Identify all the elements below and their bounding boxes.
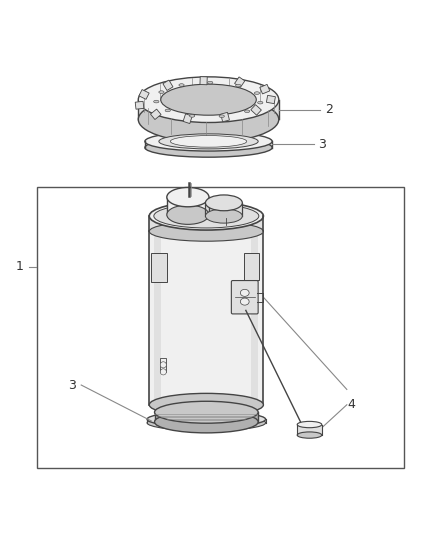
Bar [135, 101, 144, 109]
Ellipse shape [147, 415, 265, 431]
Ellipse shape [297, 432, 321, 438]
Bar [37, 188, 403, 469]
Ellipse shape [205, 209, 242, 223]
Ellipse shape [159, 91, 164, 93]
Ellipse shape [147, 411, 265, 427]
Ellipse shape [240, 298, 249, 305]
Bar [205, 203, 242, 216]
Ellipse shape [244, 110, 249, 112]
Ellipse shape [254, 92, 259, 94]
Bar [243, 253, 258, 280]
Ellipse shape [165, 109, 170, 112]
Bar [234, 77, 244, 87]
Bar [183, 114, 192, 124]
Ellipse shape [154, 411, 258, 433]
Ellipse shape [219, 115, 224, 117]
Ellipse shape [179, 84, 184, 86]
Ellipse shape [160, 362, 166, 368]
Text: 3: 3 [318, 138, 325, 151]
Ellipse shape [240, 289, 249, 296]
Ellipse shape [153, 204, 258, 228]
Ellipse shape [297, 422, 321, 427]
Text: 1: 1 [16, 260, 24, 273]
Bar [150, 109, 161, 119]
Ellipse shape [166, 205, 208, 224]
Bar [251, 231, 258, 405]
Bar [250, 104, 261, 115]
Bar [139, 90, 149, 99]
Text: 2: 2 [324, 103, 332, 116]
Bar [220, 112, 229, 122]
Ellipse shape [138, 77, 278, 123]
Bar [162, 80, 173, 91]
Ellipse shape [149, 222, 263, 241]
Ellipse shape [257, 101, 262, 104]
Text: 4: 4 [346, 398, 354, 411]
Ellipse shape [149, 202, 263, 230]
Bar [138, 100, 278, 119]
Ellipse shape [166, 188, 208, 207]
Bar [149, 216, 263, 231]
Ellipse shape [138, 96, 278, 142]
Ellipse shape [159, 134, 258, 149]
Ellipse shape [205, 195, 242, 211]
Ellipse shape [170, 135, 246, 147]
Bar [266, 95, 275, 103]
Bar [151, 253, 166, 282]
Ellipse shape [154, 401, 258, 423]
Bar [160, 358, 166, 372]
Ellipse shape [145, 138, 272, 157]
Bar [154, 231, 161, 405]
Ellipse shape [160, 84, 256, 115]
Ellipse shape [153, 100, 159, 103]
Ellipse shape [207, 82, 212, 84]
FancyBboxPatch shape [231, 280, 258, 314]
Ellipse shape [235, 84, 240, 87]
Bar [200, 77, 207, 85]
Bar [297, 425, 321, 435]
Bar [149, 231, 263, 405]
Text: 3: 3 [68, 378, 76, 392]
Ellipse shape [160, 369, 166, 375]
Bar [166, 197, 208, 215]
Ellipse shape [145, 132, 272, 151]
Bar [259, 84, 269, 94]
Ellipse shape [149, 393, 263, 416]
Bar [154, 412, 258, 422]
Ellipse shape [189, 115, 194, 117]
